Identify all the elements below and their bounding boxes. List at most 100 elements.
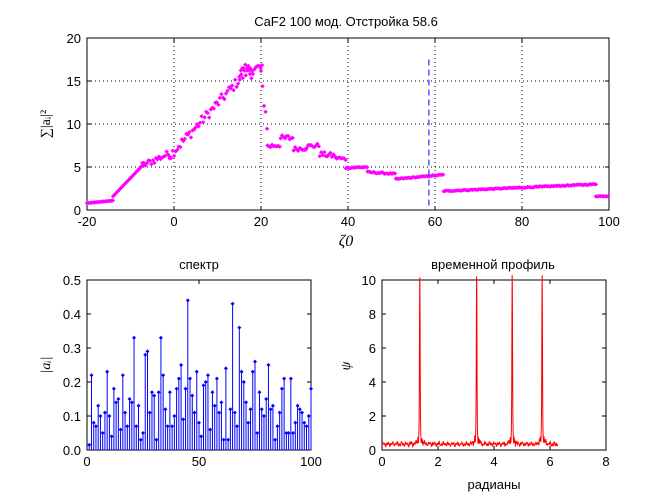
stem-marker [93, 424, 98, 429]
x-tick-label: 60 [428, 214, 442, 229]
data-point [124, 179, 130, 185]
x-tick-label: 40 [341, 214, 355, 229]
data-point [187, 129, 192, 135]
top-axes: CaF2 100 мод. Отстройка 58.6 -20 0 20 40 60 8… [39, 14, 620, 250]
y-tick-label: 5 [74, 160, 81, 175]
stem-marker [235, 424, 240, 429]
stem-marker [244, 400, 249, 405]
stem-marker [266, 363, 271, 367]
data-point [110, 194, 116, 199]
x-tick-label: 6 [546, 454, 553, 469]
profile-ylabel: ψ [339, 361, 354, 370]
stem-marker [147, 410, 152, 415]
data-point [196, 124, 201, 129]
stem-marker [219, 400, 224, 405]
profile-title: временной профиль [431, 257, 555, 272]
data-point [234, 84, 239, 90]
data-point [226, 85, 232, 90]
data-point [210, 105, 215, 110]
stem-marker [297, 407, 302, 412]
data-point [132, 171, 137, 177]
stem-marker [197, 420, 201, 425]
stem-marker [253, 359, 257, 364]
stem-marker [143, 352, 148, 357]
y-tick-label: 0 [369, 443, 376, 458]
data-point [258, 68, 264, 74]
stem-marker [279, 386, 284, 391]
data-point [331, 152, 336, 157]
y-tick-label: 0.0 [63, 443, 81, 458]
stem-marker [105, 369, 110, 374]
data-point [153, 155, 159, 161]
data-point [155, 157, 160, 162]
data-point [172, 153, 177, 159]
y-tick-label: 0.5 [63, 273, 81, 288]
stem-marker [100, 431, 105, 435]
profile-axes: временной профиль 0 2 4 6 8 0 2 4 6 8 10 радианы ψ [339, 257, 610, 492]
stem-marker [291, 431, 296, 435]
stem-marker [223, 366, 228, 371]
data-point [138, 164, 143, 169]
stem-marker [270, 403, 275, 408]
data-point [193, 125, 198, 130]
data-point [222, 96, 227, 102]
data-point [263, 109, 268, 115]
data-point [343, 157, 348, 163]
y-tick-label: 15 [67, 74, 81, 89]
data-point [241, 66, 247, 71]
stem-marker [114, 400, 119, 405]
stem-marker [273, 437, 278, 442]
stem-marker [300, 410, 305, 415]
stem-marker [293, 420, 298, 425]
y-tick-label: 2 [369, 409, 376, 424]
data-point [248, 66, 253, 71]
data-point [277, 144, 282, 149]
data-point [133, 170, 139, 175]
stem-marker [261, 414, 266, 418]
data-point [593, 182, 599, 187]
stem-marker [154, 437, 159, 442]
data-point [225, 88, 230, 94]
data-point [247, 71, 253, 77]
stem-marker [149, 390, 154, 395]
y-tick-label: 0.3 [63, 341, 81, 356]
data-point [322, 149, 327, 155]
stem-marker [129, 400, 134, 405]
stem-marker [250, 369, 255, 374]
stem-marker [288, 376, 293, 381]
x-tick-label: 80 [515, 214, 529, 229]
data-point [240, 75, 245, 81]
stem-marker [107, 414, 112, 418]
data-point [259, 62, 265, 68]
data-point [328, 150, 333, 156]
stem-marker [109, 434, 114, 439]
data-point [265, 143, 270, 148]
data-point [211, 106, 217, 111]
y-tick-label: 0.1 [63, 409, 81, 424]
data-point [231, 88, 236, 93]
stem-marker [277, 410, 282, 415]
data-point [244, 68, 250, 73]
stem-marker [183, 386, 188, 391]
stem-marker [205, 373, 210, 378]
stem-marker [217, 410, 222, 415]
data-point [249, 76, 254, 81]
top-xlabel-text: ζ0 [339, 233, 353, 250]
stem-marker [237, 325, 242, 330]
stem-marker [120, 373, 125, 378]
stem-marker [170, 424, 175, 429]
stem-marker [127, 397, 132, 401]
data-point [121, 182, 126, 188]
data-point [237, 77, 242, 82]
stem-marker [201, 383, 206, 388]
data-point [364, 165, 370, 170]
data-point [205, 110, 210, 116]
data-point [144, 161, 150, 166]
data-point [197, 120, 203, 125]
stem-marker [188, 376, 193, 381]
stem-marker [232, 410, 237, 415]
y-tick-label: 0.2 [63, 375, 81, 390]
stem-marker [309, 386, 313, 391]
spectrum-ylabel: |aᵢ| [39, 357, 54, 374]
y-tick-label: 10 [67, 117, 81, 132]
